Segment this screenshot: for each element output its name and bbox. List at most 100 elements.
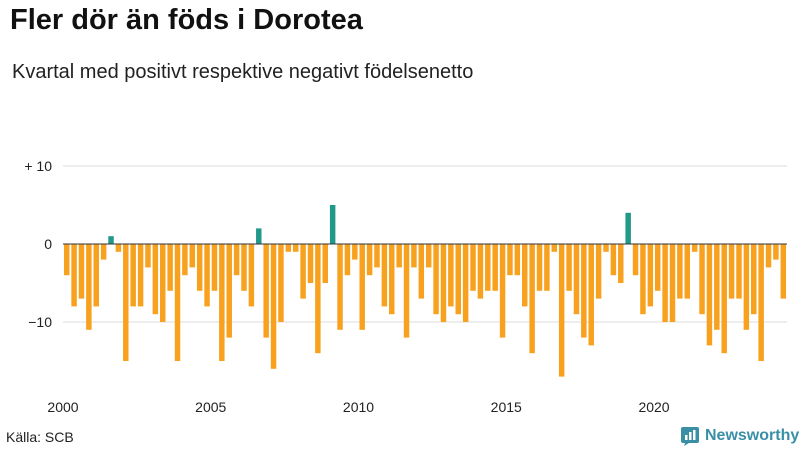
bar-negative bbox=[100, 244, 107, 260]
bar-negative bbox=[677, 244, 683, 299]
bar-negative bbox=[499, 244, 506, 338]
bar-negative bbox=[743, 244, 750, 330]
bar-negative bbox=[566, 244, 572, 291]
bar-negative bbox=[736, 244, 742, 299]
bar-negative bbox=[93, 244, 99, 307]
bar-negative bbox=[462, 244, 469, 322]
y-axis-labels: + 10 0 −10 bbox=[24, 158, 52, 330]
bar-negative bbox=[160, 244, 166, 322]
bar-negative bbox=[595, 244, 602, 299]
x-tick-label: 2015 bbox=[491, 399, 522, 415]
bar-negative bbox=[248, 244, 255, 307]
bar-negative bbox=[403, 244, 410, 338]
bar-negative bbox=[581, 244, 587, 338]
bar-negative bbox=[647, 244, 654, 307]
bar-negative bbox=[448, 244, 454, 307]
bar-negative bbox=[684, 244, 690, 299]
x-tick-label: 2005 bbox=[195, 399, 226, 415]
bar-negative bbox=[544, 244, 550, 291]
bar-negative bbox=[522, 244, 528, 307]
x-tick-label: 2010 bbox=[343, 399, 374, 415]
bars bbox=[63, 205, 787, 377]
bar-negative bbox=[278, 244, 284, 322]
x-axis-labels: 2000 2005 2010 2015 2020 bbox=[47, 399, 669, 415]
bar-positive bbox=[625, 212, 631, 244]
bar-negative bbox=[514, 244, 521, 276]
bar-negative bbox=[691, 244, 698, 252]
bar-negative bbox=[418, 244, 425, 299]
bar-negative bbox=[640, 244, 646, 315]
bar-negative bbox=[536, 244, 543, 291]
bar-negative bbox=[714, 244, 720, 330]
bar-negative bbox=[115, 244, 122, 252]
chart-subtitle: Kvartal med positivt respektive negativt… bbox=[12, 61, 474, 83]
bar-negative bbox=[241, 244, 247, 291]
bar-negative bbox=[337, 244, 343, 330]
x-tick-label: 2020 bbox=[638, 399, 669, 415]
bar-negative bbox=[315, 244, 321, 354]
bar-negative bbox=[233, 244, 240, 276]
bar-negative bbox=[196, 244, 203, 291]
bar-negative bbox=[300, 244, 306, 299]
bar-negative bbox=[270, 244, 277, 369]
bar-positive bbox=[108, 236, 114, 244]
newsworthy-chart-icon bbox=[681, 427, 699, 446]
bar-negative bbox=[558, 244, 565, 377]
bar-negative bbox=[359, 244, 365, 330]
bar-negative bbox=[507, 244, 513, 276]
bar-negative bbox=[123, 244, 129, 361]
bar-negative bbox=[204, 244, 210, 307]
x-tick-label: 2000 bbox=[47, 399, 78, 415]
bar-negative bbox=[573, 244, 580, 315]
y-tick-label: + 10 bbox=[24, 158, 52, 174]
bar-negative bbox=[470, 244, 476, 291]
bar-negative bbox=[654, 244, 661, 291]
bar-negative bbox=[603, 244, 609, 252]
bar-negative bbox=[63, 244, 70, 276]
bar-negative bbox=[396, 244, 402, 268]
bar-negative bbox=[381, 244, 388, 307]
bar-negative bbox=[669, 244, 676, 322]
bar-negative bbox=[189, 244, 196, 268]
chart-title: Fler dör än föds i Dorotea bbox=[10, 4, 363, 36]
bar-negative bbox=[344, 244, 351, 276]
bar-negative bbox=[226, 244, 232, 338]
bar-negative bbox=[78, 244, 85, 299]
bar-negative bbox=[322, 244, 328, 283]
bar-negative bbox=[263, 244, 269, 338]
bar-negative bbox=[174, 244, 181, 361]
bar-negative bbox=[485, 244, 491, 291]
bar-negative bbox=[71, 244, 77, 307]
bar-negative bbox=[492, 244, 498, 291]
bar-negative bbox=[610, 244, 617, 276]
bar-negative bbox=[167, 244, 173, 291]
bar-negative bbox=[411, 244, 417, 268]
bar-negative bbox=[292, 244, 299, 252]
bar-negative bbox=[662, 244, 668, 322]
bar-negative bbox=[618, 244, 624, 283]
bar-negative bbox=[182, 244, 188, 276]
bar-negative bbox=[529, 244, 535, 354]
bar-negative bbox=[706, 244, 713, 346]
bar-negative bbox=[366, 244, 373, 276]
bar-negative bbox=[285, 244, 292, 252]
bar-negative bbox=[307, 244, 314, 283]
bar-negative bbox=[389, 244, 395, 315]
bar-negative bbox=[758, 244, 764, 361]
bar-negative bbox=[433, 244, 439, 315]
bar-negative bbox=[152, 244, 159, 315]
bar-negative bbox=[551, 244, 558, 252]
source-note: Källa: SCB bbox=[6, 429, 74, 445]
bar-negative bbox=[765, 244, 772, 268]
bar-negative bbox=[588, 244, 594, 346]
y-tick-label: 0 bbox=[44, 236, 52, 252]
bar-positive bbox=[256, 228, 262, 244]
bar-negative bbox=[477, 244, 484, 299]
bar-negative bbox=[721, 244, 727, 354]
bar-negative bbox=[632, 244, 639, 276]
bar-negative bbox=[211, 244, 218, 291]
bar-negative bbox=[137, 244, 144, 307]
bar-negative bbox=[728, 244, 735, 299]
newsworthy-logo: Newsworthy bbox=[680, 426, 799, 446]
